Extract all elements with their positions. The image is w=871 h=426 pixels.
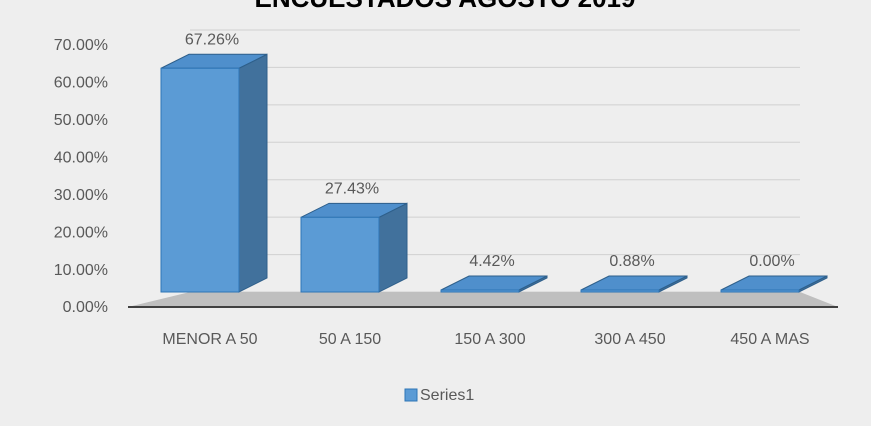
bar-side xyxy=(378,202,408,293)
floor xyxy=(128,292,838,307)
y-tick-label: 70.00% xyxy=(54,37,108,54)
x-tick-label: 150 A 300 xyxy=(454,331,525,348)
x-tick-label: 450 A MAS xyxy=(730,331,809,348)
y-tick-label: 50.00% xyxy=(54,112,108,129)
bar-front xyxy=(160,67,240,293)
bar-front xyxy=(580,289,660,293)
x-tick-label: MENOR A 50 xyxy=(162,331,257,348)
y-tick-label: 20.00% xyxy=(54,224,108,241)
y-tick-label: 0.00% xyxy=(63,299,108,316)
data-label: 0.88% xyxy=(609,253,654,270)
bar xyxy=(300,202,408,293)
bar-front xyxy=(300,216,380,293)
bar-front xyxy=(720,289,800,293)
bar-front xyxy=(440,289,520,293)
y-tick-label: 30.00% xyxy=(54,187,108,204)
legend-swatch xyxy=(404,388,418,402)
bar xyxy=(580,275,688,293)
x-tick-label: 50 A 150 xyxy=(319,331,381,348)
bar xyxy=(720,275,828,293)
y-tick-label: 40.00% xyxy=(54,150,108,167)
data-label: 0.00% xyxy=(749,253,794,270)
chart-title: ENCUESTADOS AGOSTO 2019 xyxy=(255,0,636,13)
data-label: 4.42% xyxy=(469,253,514,270)
data-label: 27.43% xyxy=(325,181,379,198)
bar-side xyxy=(238,53,268,293)
y-tick-label: 60.00% xyxy=(54,75,108,92)
x-tick-label: 300 A 450 xyxy=(594,331,665,348)
bar xyxy=(160,53,268,293)
data-label: 67.26% xyxy=(185,31,239,48)
bar xyxy=(440,275,548,293)
y-tick-label: 10.00% xyxy=(54,262,108,279)
legend-label: Series1 xyxy=(420,387,474,404)
